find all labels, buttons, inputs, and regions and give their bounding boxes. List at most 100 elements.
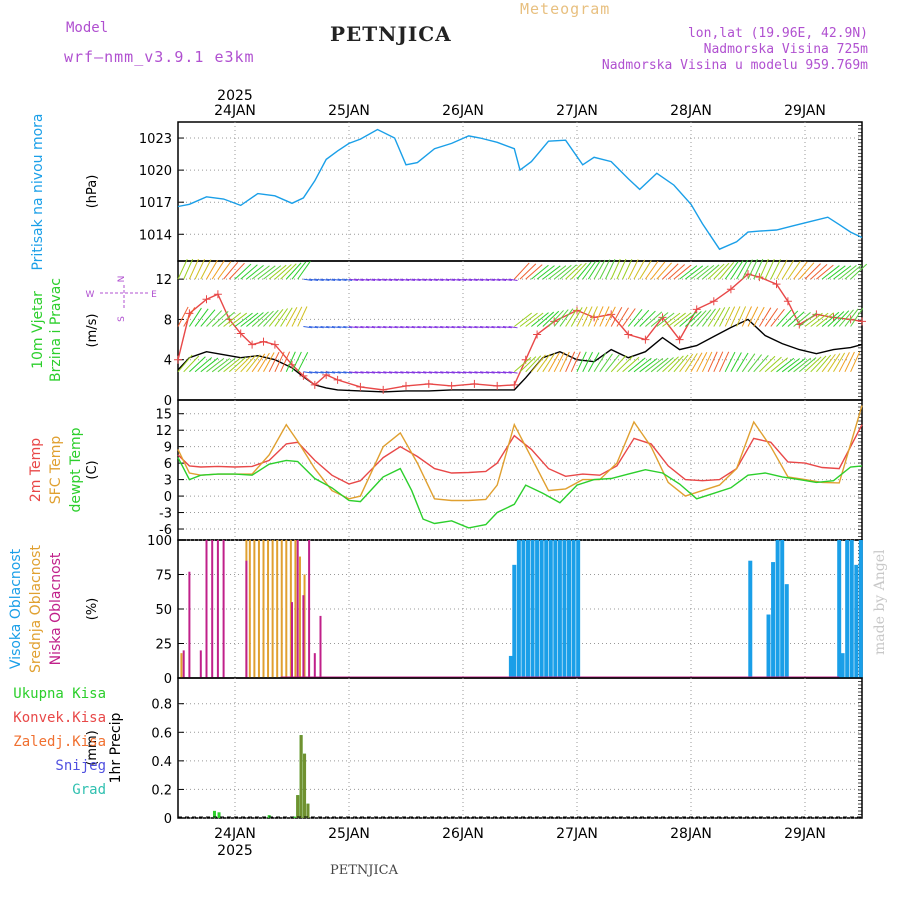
wind-arrow bbox=[804, 263, 821, 280]
wind-arrow bbox=[673, 264, 692, 280]
wind-arrow bbox=[194, 308, 209, 327]
precip-tick-label: 0.2 bbox=[151, 783, 172, 798]
wind-arrow bbox=[234, 263, 252, 280]
wind-arrow bbox=[787, 260, 801, 280]
wind-arrow bbox=[309, 371, 319, 374]
wind-arrow bbox=[587, 352, 600, 373]
wind-arrow bbox=[331, 278, 341, 281]
wind-arrow bbox=[599, 353, 613, 373]
wind-arrow bbox=[263, 265, 282, 280]
wind-arrow bbox=[251, 353, 266, 373]
wind-arrow bbox=[804, 312, 823, 327]
wind-arrow bbox=[747, 354, 763, 373]
wind-arrow bbox=[707, 307, 721, 327]
wind-arrow bbox=[291, 351, 302, 373]
wind-arrow bbox=[798, 312, 817, 327]
wind-arrow bbox=[194, 259, 206, 280]
wind-arrow bbox=[508, 325, 518, 329]
wind-arrow bbox=[183, 355, 200, 373]
gust-marker bbox=[236, 329, 245, 338]
bottom-date-label: 28JAN bbox=[670, 826, 712, 842]
wind-arrow bbox=[696, 309, 712, 327]
wind-arrow bbox=[223, 261, 239, 280]
wind-arrow bbox=[331, 325, 341, 329]
wind-arrow bbox=[291, 261, 307, 280]
pressure-tick-label: 1017 bbox=[139, 196, 172, 211]
wind-arrow bbox=[474, 325, 484, 329]
wind-arrow bbox=[462, 278, 472, 281]
wind-arrow bbox=[667, 264, 685, 280]
bottom-date-label: 27JAN bbox=[556, 826, 598, 842]
wind-arrow bbox=[645, 311, 663, 327]
wind-arrow bbox=[246, 264, 264, 280]
high-cloud-bar bbox=[854, 564, 859, 678]
wind-arrow bbox=[662, 263, 679, 280]
wind-arrow bbox=[183, 307, 196, 327]
precip-legend-0: Ukupna Kisa bbox=[13, 686, 106, 702]
wind-arrow bbox=[297, 260, 311, 280]
wind-arrow bbox=[217, 261, 232, 280]
wind-arrow bbox=[434, 371, 444, 374]
wind-arrow bbox=[662, 356, 679, 373]
wind-arrow bbox=[457, 325, 467, 329]
temperature-tick-label: 12 bbox=[155, 424, 172, 439]
wind-arrow bbox=[297, 306, 308, 327]
gust-marker bbox=[783, 297, 792, 306]
wind-arrow bbox=[781, 310, 799, 327]
wind-arrow bbox=[223, 312, 242, 327]
wind-arrow bbox=[730, 260, 744, 280]
wind-arrow bbox=[485, 325, 495, 329]
wind-arrow bbox=[542, 353, 556, 373]
wind-arrow bbox=[502, 325, 512, 329]
wind-arrow bbox=[662, 312, 681, 327]
wind-arrow bbox=[582, 306, 593, 327]
wind-arrow bbox=[719, 261, 735, 280]
temperature-tick-label: -6 bbox=[159, 523, 172, 538]
wind-arrow bbox=[480, 371, 490, 374]
wind-arrow bbox=[428, 278, 438, 281]
wind-arrow bbox=[753, 355, 769, 373]
wind-arrow bbox=[285, 306, 298, 327]
wind-arrow bbox=[274, 308, 288, 327]
wind-arrow bbox=[502, 278, 512, 281]
top-year-label: 2025 bbox=[217, 88, 253, 104]
wind-arrow bbox=[833, 265, 852, 280]
wind-arrow bbox=[758, 307, 772, 327]
wind-unit: (m/s) bbox=[85, 314, 100, 348]
wind-arrow bbox=[627, 308, 643, 327]
temperature-tick-label: 9 bbox=[164, 441, 172, 456]
wind-arrow bbox=[411, 278, 421, 281]
wind-arrow bbox=[650, 261, 666, 280]
wind-arrow bbox=[730, 306, 741, 327]
wind-tick-label: 0 bbox=[164, 394, 172, 409]
wind-arrow bbox=[508, 278, 518, 281]
precip-tick-label: 0.4 bbox=[151, 755, 172, 770]
wind-arrow bbox=[211, 311, 229, 327]
low-cloud-bar bbox=[216, 540, 219, 678]
wind-arrow bbox=[326, 325, 336, 329]
wind-arrow bbox=[411, 371, 421, 374]
wind-arrow bbox=[445, 371, 455, 374]
wind-arrow bbox=[696, 352, 708, 373]
wind-arrow bbox=[309, 325, 319, 329]
bottom-date-label: 26JAN bbox=[442, 826, 484, 842]
gust-marker bbox=[213, 290, 222, 299]
wind-arrow bbox=[850, 307, 864, 327]
wind-arrow bbox=[599, 306, 610, 327]
cloud-ylabel-medium: Srednja Oblacnost bbox=[28, 545, 44, 673]
gust-marker bbox=[259, 337, 268, 346]
wind-arrow bbox=[428, 325, 438, 329]
wind-arrow bbox=[850, 263, 868, 280]
wind-arrow bbox=[417, 278, 427, 281]
wind-arrow bbox=[770, 308, 785, 327]
wind-arrow bbox=[770, 357, 789, 373]
gust-marker bbox=[641, 335, 650, 344]
compass-e: E bbox=[151, 290, 157, 300]
wind-arrow bbox=[639, 358, 658, 373]
temperature-panel-frame bbox=[177, 399, 863, 541]
gust-marker bbox=[692, 305, 701, 314]
precip-bar bbox=[292, 816, 296, 818]
wind-arrow bbox=[816, 264, 834, 280]
wind-arrow bbox=[850, 351, 861, 373]
wind-arrow bbox=[246, 354, 261, 373]
